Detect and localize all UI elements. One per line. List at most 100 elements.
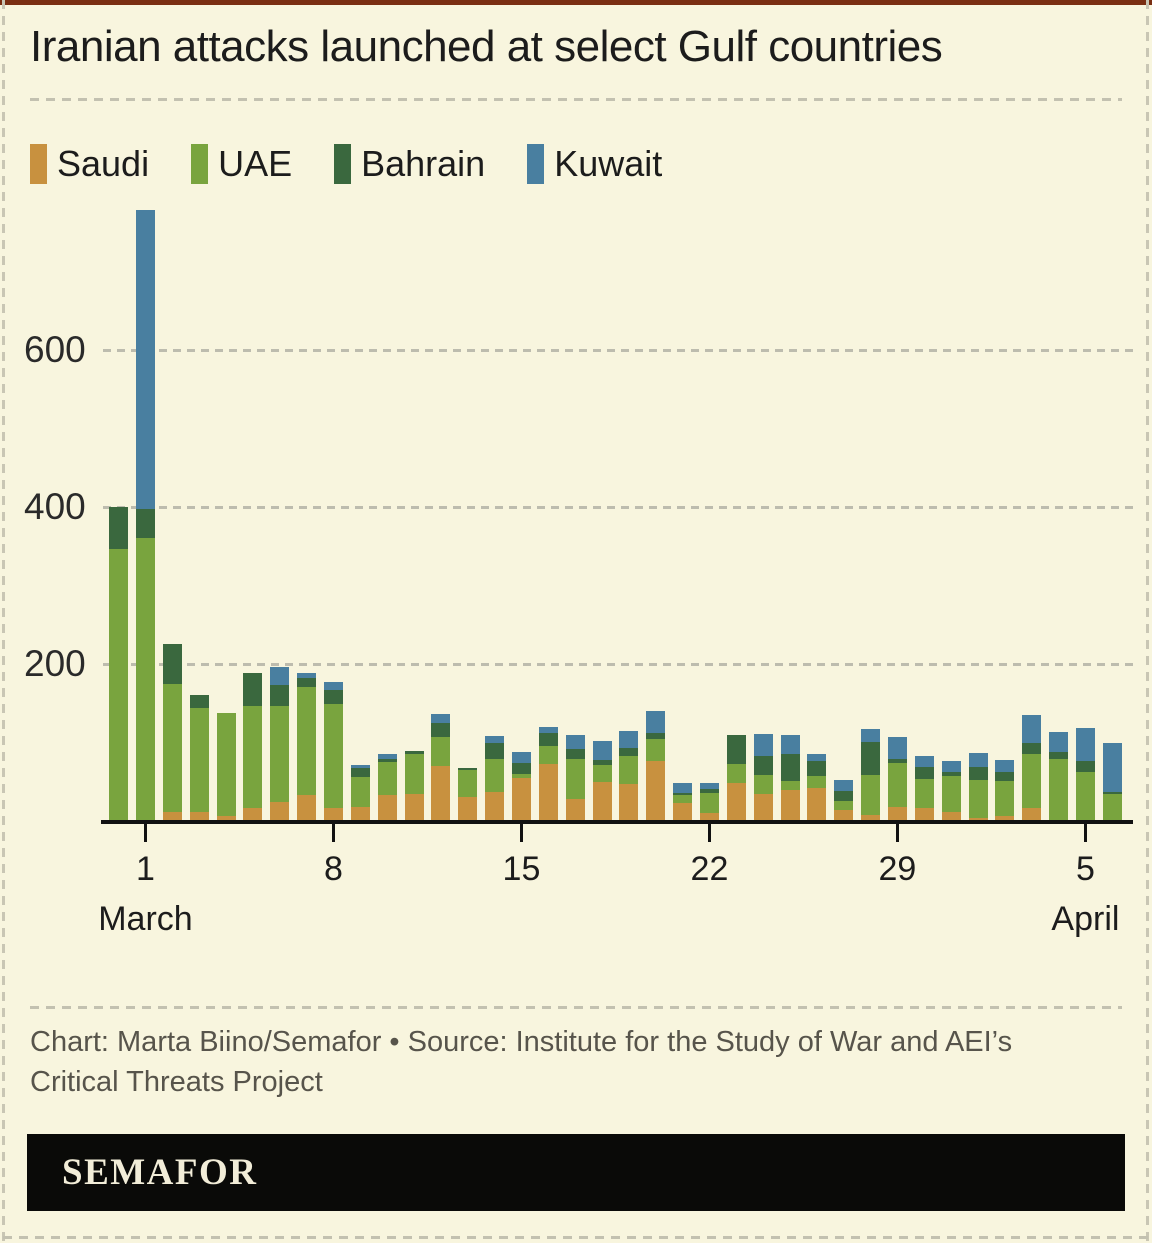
- bar-segment-bahrain: [1102, 791, 1122, 794]
- bar-segment-bahrain: [914, 766, 934, 779]
- bar-apr-1[interactable]: [968, 752, 988, 821]
- bar-segment-bahrain: [673, 792, 693, 796]
- bar-mar-12[interactable]: [431, 714, 451, 821]
- bar-segment-bahrain: [135, 509, 155, 538]
- bar-segment-kuwait: [861, 729, 881, 742]
- bar-segment-kuwait: [834, 780, 854, 792]
- bar-segment-bahrain: [162, 644, 182, 685]
- bar-mar-23[interactable]: [726, 734, 746, 821]
- legend-item-kuwait[interactable]: Kuwait: [527, 143, 662, 185]
- legend-item-bahrain[interactable]: Bahrain: [334, 143, 485, 185]
- bar-mar-13[interactable]: [458, 767, 478, 821]
- bar-segment-uae: [726, 764, 746, 784]
- bar-apr-3[interactable]: [1022, 715, 1042, 821]
- bar-segment-bahrain: [350, 767, 370, 778]
- bar-segment-bahrain: [753, 755, 773, 776]
- bar-mar-26[interactable]: [807, 754, 827, 821]
- legend-item-saudi[interactable]: Saudi: [30, 143, 149, 185]
- legend-item-uae[interactable]: UAE: [191, 143, 292, 185]
- bar-mar-14[interactable]: [485, 736, 505, 821]
- bar-segment-saudi: [834, 810, 854, 821]
- bar-segment-kuwait: [887, 737, 907, 759]
- bar-segment-uae: [485, 758, 505, 792]
- bar-feb-29[interactable]: [109, 507, 129, 821]
- bar-segment-bahrain: [189, 694, 209, 708]
- bar-segment-bahrain: [834, 791, 854, 802]
- bar-segment-uae: [780, 780, 800, 790]
- bar-segment-kuwait: [1022, 715, 1042, 743]
- bar-mar-15[interactable]: [511, 751, 531, 821]
- bar-segment-bahrain: [619, 748, 639, 756]
- bar-segment-bahrain: [887, 758, 907, 763]
- bar-mar-4[interactable]: [216, 713, 236, 821]
- bar-segment-uae: [297, 686, 317, 796]
- bar-segment-uae: [350, 777, 370, 807]
- bar-segment-kuwait: [592, 740, 612, 760]
- bar-segment-kuwait: [914, 755, 934, 767]
- bar-mar-7[interactable]: [297, 672, 317, 821]
- bar-mar-25[interactable]: [780, 734, 800, 821]
- bar-mar-6[interactable]: [270, 667, 290, 821]
- bar-mar-17[interactable]: [565, 735, 585, 821]
- bar-apr-4[interactable]: [1049, 732, 1069, 821]
- bar-mar-16[interactable]: [538, 726, 558, 821]
- bar-segment-saudi: [431, 766, 451, 821]
- bar-mar-27[interactable]: [834, 780, 854, 821]
- bar-mar-31[interactable]: [941, 760, 961, 821]
- x-tick-label-mar-1: 1: [135, 850, 155, 888]
- semafor-logo-bar: SEMAFOR: [27, 1134, 1125, 1211]
- bar-segment-saudi: [807, 788, 827, 821]
- bar-mar-10[interactable]: [377, 753, 397, 821]
- bar-segment-saudi: [538, 763, 558, 821]
- bar-segment-kuwait: [1102, 743, 1122, 792]
- bar-segment-uae: [135, 537, 155, 821]
- bar-mar-19[interactable]: [619, 730, 639, 821]
- bar-apr-6[interactable]: [1102, 743, 1122, 821]
- bar-mar-18[interactable]: [592, 740, 612, 821]
- bar-segment-uae: [1075, 772, 1095, 821]
- bar-segment-kuwait: [941, 760, 961, 772]
- bar-mar-5[interactable]: [243, 672, 263, 821]
- bar-segment-uae: [162, 684, 182, 813]
- bar-segment-saudi: [458, 796, 478, 821]
- bar-apr-5[interactable]: [1075, 727, 1095, 821]
- bar-mar-8[interactable]: [323, 682, 343, 821]
- bar-mar-24[interactable]: [753, 733, 773, 821]
- bar-segment-bahrain: [807, 760, 827, 777]
- bar-segment-kuwait: [995, 759, 1015, 772]
- bar-segment-uae: [941, 776, 961, 813]
- bar-segment-saudi: [673, 802, 693, 821]
- bar-mar-22[interactable]: [699, 783, 719, 821]
- bar-mar-9[interactable]: [350, 764, 370, 821]
- x-tick-mar-22: [707, 824, 711, 842]
- bar-segment-uae: [968, 780, 988, 818]
- bar-segment-kuwait: [1075, 727, 1095, 762]
- bar-segment-uae: [377, 762, 397, 796]
- bar-segment-uae: [673, 795, 693, 803]
- legend-swatch-saudi: [30, 144, 47, 184]
- bar-mar-29[interactable]: [887, 737, 907, 821]
- bar-segment-bahrain: [780, 754, 800, 781]
- bar-segment-bahrain: [323, 689, 343, 705]
- bar-mar-28[interactable]: [861, 729, 881, 821]
- bar-segment-uae: [914, 778, 934, 809]
- bar-segment-bahrain: [511, 762, 531, 774]
- bar-segment-saudi: [485, 791, 505, 821]
- bar-segment-uae: [323, 704, 343, 808]
- bottom-dashed-border: [3, 1236, 1149, 1239]
- month-label-march: March: [98, 900, 193, 938]
- bar-mar-1[interactable]: [135, 210, 155, 821]
- bar-mar-11[interactable]: [404, 751, 424, 821]
- bar-apr-2[interactable]: [995, 759, 1015, 821]
- bar-mar-2[interactable]: [162, 644, 182, 821]
- legend: Saudi UAE Bahrain Kuwait: [30, 143, 662, 185]
- bar-segment-saudi: [377, 795, 397, 821]
- bar-segment-kuwait: [1049, 732, 1069, 752]
- bar-segment-saudi: [726, 783, 746, 821]
- bar-segment-saudi: [753, 793, 773, 821]
- bar-mar-20[interactable]: [646, 711, 666, 821]
- bar-mar-21[interactable]: [673, 782, 693, 821]
- bar-segment-kuwait: [968, 752, 988, 767]
- bar-mar-30[interactable]: [914, 755, 934, 821]
- bar-mar-3[interactable]: [189, 694, 209, 821]
